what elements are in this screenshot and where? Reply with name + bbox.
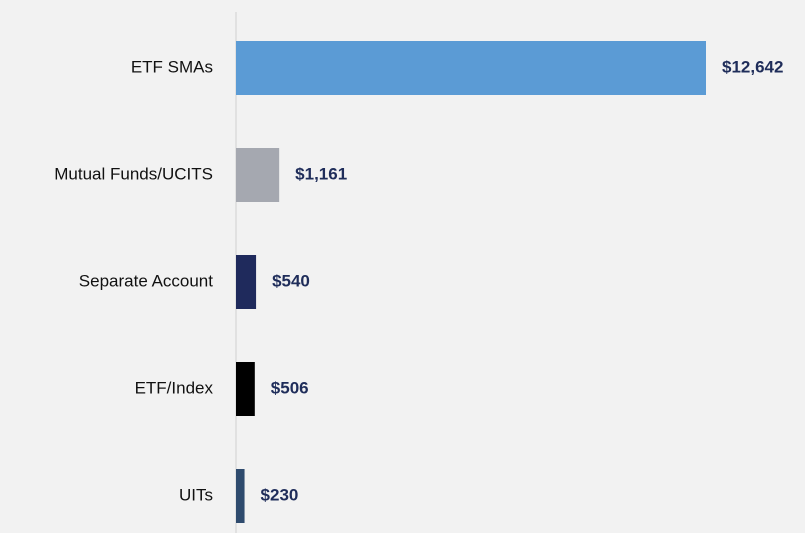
category-label: Mutual Funds/UCITS [54,164,213,183]
category-label: UITs [179,485,213,504]
category-label: ETF SMAs [131,57,213,76]
bar [236,362,255,416]
value-label: $506 [271,378,309,397]
value-label: $230 [261,485,299,504]
bar [236,255,257,309]
value-label: $540 [272,271,310,290]
value-label: $1,161 [295,164,347,183]
bar [236,41,706,95]
bar [236,469,245,523]
category-label: Separate Account [79,271,213,290]
bar [236,148,280,202]
value-label: $12,642 [722,57,783,76]
category-label: ETF/Index [135,378,214,397]
